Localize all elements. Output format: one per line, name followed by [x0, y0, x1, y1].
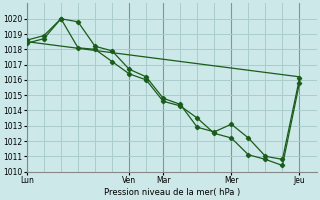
- X-axis label: Pression niveau de la mer( hPa ): Pression niveau de la mer( hPa ): [104, 188, 240, 197]
